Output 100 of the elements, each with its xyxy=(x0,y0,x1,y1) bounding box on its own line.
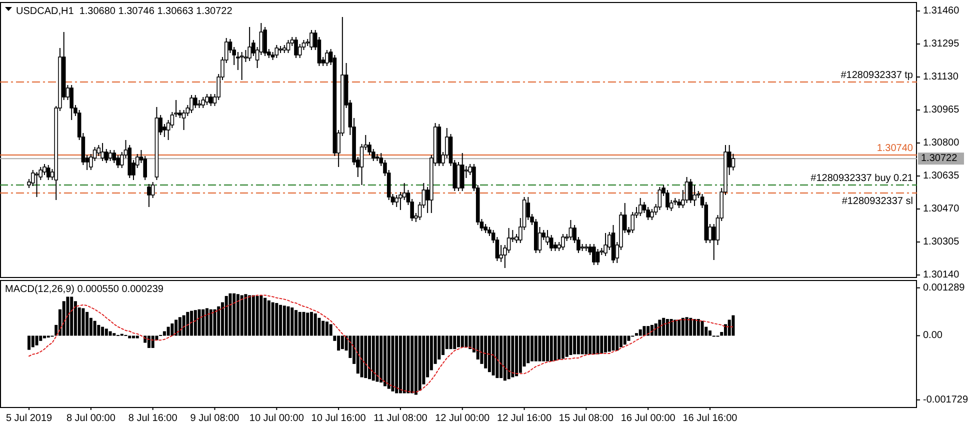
bar xyxy=(616,336,619,351)
bar xyxy=(294,310,298,336)
bar xyxy=(282,306,286,336)
bar xyxy=(468,336,472,350)
bar xyxy=(693,318,696,336)
candlestick xyxy=(108,150,112,162)
candlestick xyxy=(190,94,194,114)
candlestick xyxy=(731,153,736,171)
chart-title: MACD(12,26,9) 0.000550 0.000239 xyxy=(5,284,164,295)
bar xyxy=(696,318,700,336)
candlestick xyxy=(561,234,565,250)
bar xyxy=(650,324,654,336)
bar xyxy=(488,336,491,372)
bar xyxy=(442,336,445,356)
bar xyxy=(542,336,546,362)
bar xyxy=(356,336,360,374)
bar xyxy=(620,336,623,348)
x-tick-label: 10 Jul 16:00 xyxy=(311,413,366,424)
ref-line-label: #1280932337 buy 0.21 xyxy=(810,173,914,184)
ref-line-label: 1.30740 xyxy=(876,143,914,154)
bar xyxy=(658,320,662,336)
bar xyxy=(28,336,31,350)
candlestick xyxy=(294,36,298,58)
x-tick-label: 12 Jul 00:00 xyxy=(435,413,490,424)
x-tick-label: 8 Jul 00:00 xyxy=(66,413,116,424)
bar xyxy=(642,326,646,336)
bar xyxy=(708,330,712,336)
bar xyxy=(162,331,166,336)
bar xyxy=(244,294,248,336)
candlestick xyxy=(70,84,74,120)
bar xyxy=(608,336,611,352)
candlestick xyxy=(592,244,596,266)
bar xyxy=(260,295,263,336)
bar xyxy=(460,336,464,348)
bar xyxy=(681,318,684,336)
bar xyxy=(101,326,104,336)
candlestick xyxy=(298,44,302,58)
candlestick xyxy=(604,232,608,256)
bar xyxy=(306,312,310,336)
bar xyxy=(264,298,267,336)
bar xyxy=(507,336,510,380)
candlestick xyxy=(394,194,398,208)
bar xyxy=(182,315,186,336)
y-tick-label: 1.31295 xyxy=(923,38,960,50)
x-tick-label: 9 Jul 08:00 xyxy=(190,413,240,424)
bar xyxy=(248,295,252,336)
bar xyxy=(670,318,673,336)
x-tick-label: 10 Jul 00:00 xyxy=(249,413,304,424)
bar xyxy=(252,295,255,336)
bar xyxy=(515,336,518,376)
bar xyxy=(449,336,452,350)
bar xyxy=(612,336,615,351)
ref-line-label: #1280932337 tp xyxy=(840,70,914,81)
bar xyxy=(398,336,402,394)
bar xyxy=(302,312,306,336)
candlestick xyxy=(100,142,104,162)
bar xyxy=(492,336,495,376)
bar xyxy=(66,296,70,336)
bar xyxy=(82,308,85,336)
bar xyxy=(132,336,135,338)
bar xyxy=(554,336,557,361)
bar xyxy=(240,295,244,336)
bar xyxy=(410,336,414,394)
bar xyxy=(634,333,638,336)
bar xyxy=(190,310,194,336)
bar xyxy=(596,336,600,354)
bar xyxy=(112,333,116,336)
candlestick xyxy=(205,94,209,106)
line-series xyxy=(28,294,734,393)
bar xyxy=(325,322,328,336)
bar xyxy=(588,336,592,354)
bar xyxy=(368,336,372,380)
bar xyxy=(457,336,460,348)
bar xyxy=(623,336,626,345)
y-tick-label: 1.30635 xyxy=(923,170,960,182)
bar xyxy=(550,336,553,362)
bar xyxy=(97,324,100,336)
x-tick-label: 15 Jul 08:00 xyxy=(558,413,614,424)
bar xyxy=(147,336,150,348)
bar xyxy=(104,328,108,336)
candlestick xyxy=(193,94,198,108)
candlestick xyxy=(286,40,290,54)
x-tick-label: 16 Jul 00:00 xyxy=(620,413,676,424)
bar xyxy=(546,336,549,362)
candlestick xyxy=(456,162,460,192)
bar xyxy=(678,320,681,336)
bar xyxy=(565,336,568,357)
y-tick-label: 1.30470 xyxy=(923,204,960,214)
bar xyxy=(271,302,274,336)
bar xyxy=(511,336,514,378)
y-tick-label: 1.31130 xyxy=(923,72,959,82)
bar xyxy=(256,296,259,336)
bar xyxy=(484,336,488,368)
bar xyxy=(194,310,197,336)
bar xyxy=(35,336,38,346)
bar xyxy=(584,336,588,354)
bar xyxy=(627,336,630,341)
bar xyxy=(414,336,418,395)
bar xyxy=(376,336,379,382)
bar xyxy=(600,336,604,354)
